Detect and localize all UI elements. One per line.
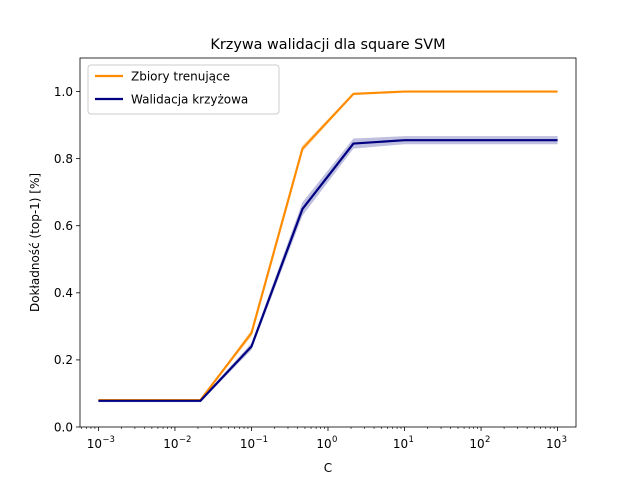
x-tick-label: 10 bbox=[546, 437, 561, 451]
y-tick-label: 0.8 bbox=[54, 152, 73, 166]
x-tick-label: 10 bbox=[163, 437, 178, 451]
x-axis-ticks: 10 −3 10 −2 10 −1 10 0 10 1 10 2 10 3 bbox=[81, 427, 567, 451]
x-axis-label: C bbox=[324, 461, 332, 475]
x-tick-label: 10 bbox=[240, 437, 255, 451]
legend-box bbox=[87, 64, 280, 115]
y-tick-label: 0.0 bbox=[54, 420, 73, 434]
x-tick-exponent: −1 bbox=[255, 435, 268, 445]
y-tick-label: 1.0 bbox=[54, 85, 73, 99]
x-tick-exponent: −3 bbox=[102, 435, 115, 445]
y-axis-label: Dokładność (top-1) [%] bbox=[28, 173, 42, 312]
x-tick-label: 10 bbox=[316, 437, 331, 451]
legend-label-cross-validation: Walidacja krzyżowa bbox=[131, 93, 248, 107]
legend-label-training: Zbiory trenujące bbox=[131, 70, 230, 84]
y-tick-label: 0.4 bbox=[54, 286, 73, 300]
x-tick-exponent: 2 bbox=[485, 435, 490, 445]
x-tick-exponent: −2 bbox=[179, 435, 192, 445]
line-cross-validation bbox=[98, 139, 558, 402]
x-tick-exponent: 0 bbox=[332, 435, 337, 445]
y-tick-label: 0.2 bbox=[54, 353, 73, 367]
plot-frame bbox=[79, 57, 577, 428]
y-axis-ticks: 0.0 0.2 0.4 0.6 0.8 1.0 bbox=[54, 85, 80, 434]
line-training bbox=[98, 90, 558, 402]
x-tick-label: 10 bbox=[469, 437, 484, 451]
y-tick-label: 0.6 bbox=[54, 219, 73, 233]
x-tick-label: 10 bbox=[393, 437, 408, 451]
x-tick-exponent: 3 bbox=[562, 435, 567, 445]
x-tick-exponent: 1 bbox=[409, 435, 414, 445]
x-tick-label: 10 bbox=[87, 437, 102, 451]
legend: Zbiory trenujące Walidacja krzyżowa bbox=[87, 64, 280, 115]
series-lines bbox=[98, 90, 558, 402]
chart-title: Krzywa walidacji dla square SVM bbox=[210, 37, 445, 53]
